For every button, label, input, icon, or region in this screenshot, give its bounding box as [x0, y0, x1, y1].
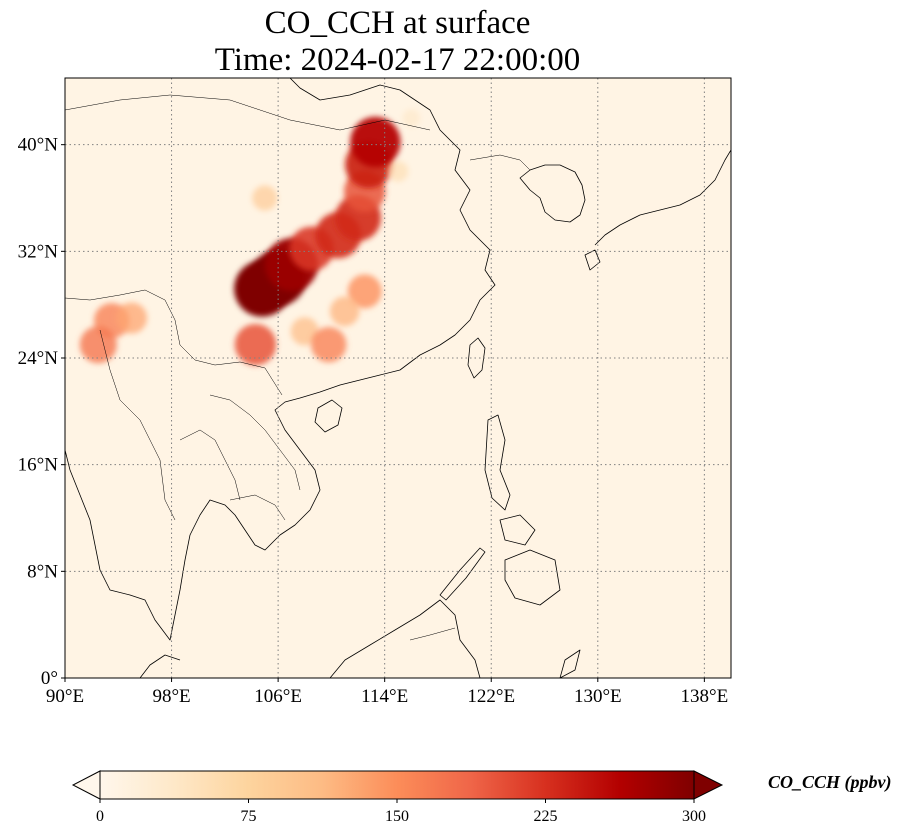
y-tick-label: 16°N — [18, 455, 59, 476]
coastline-luzon — [484, 414, 511, 511]
concentration-hotspot — [290, 317, 319, 346]
concentration-hotspot — [252, 185, 278, 211]
coastline-hainan — [314, 399, 343, 433]
coastline-taiwan — [467, 337, 486, 379]
concentration-hotspot — [311, 326, 347, 363]
border-cambodia — [229, 494, 286, 521]
border-china-mongolia — [65, 94, 431, 131]
x-tick-label: 138°E — [681, 686, 729, 707]
map-plot-area — [64, 77, 732, 679]
colorbar-ticks: 0 75 150 225 300 — [96, 799, 706, 825]
gridlines — [65, 78, 731, 678]
y-tick-label: 40°N — [18, 135, 59, 156]
concentration-hotspot — [116, 302, 148, 334]
border-laos-vietnam — [209, 394, 301, 491]
border-india-china — [65, 289, 283, 396]
concentration-hotspot — [329, 296, 360, 327]
x-tick-label: 90°E — [46, 686, 84, 707]
coastline-japan — [594, 149, 731, 246]
y-axis-ticks: 0° 8°N 16°N 24°N 32°N 40°N — [18, 135, 65, 689]
x-tick-label: 106°E — [254, 686, 302, 707]
colorbar-tick-label: 150 — [385, 808, 409, 825]
colorbar-tick-label: 75 — [241, 808, 257, 825]
x-tick-label: 122°E — [467, 686, 515, 707]
x-tick-label: 98°E — [152, 686, 190, 707]
coastline-borneo — [329, 599, 481, 678]
colorbar-label: CO_CCH (ppbv) — [768, 772, 892, 793]
border-thailand-laos — [179, 429, 241, 501]
concentration-hotspot — [387, 160, 409, 182]
border-china-korea — [469, 154, 531, 171]
coastline-korea — [519, 164, 586, 223]
map-title: CO_CCH at surface — [264, 5, 531, 41]
concentration-field — [79, 109, 421, 366]
y-tick-label: 0° — [41, 668, 58, 689]
map-subtitle: Time: 2024-02-17 22:00:00 — [214, 42, 581, 78]
colorbar-extend-max — [693, 770, 724, 800]
concentration-hotspot — [402, 109, 421, 127]
colorbar-tick-label: 0 — [96, 808, 104, 825]
coastline-mindanao — [504, 549, 561, 606]
x-axis-ticks: 90°E 98°E 106°E 114°E 122°E 130°E 138°E — [46, 678, 728, 707]
map-frame — [64, 77, 732, 679]
coastline-sulawesi — [559, 649, 581, 678]
coastline-sumatra — [139, 654, 181, 678]
country-borders — [65, 94, 531, 641]
colorbar: 0 75 150 225 300 CO_CCH (ppbv) — [71, 770, 892, 825]
coastline-visayas — [499, 514, 536, 546]
colorbar-extend-min — [71, 770, 101, 800]
coastlines — [65, 78, 731, 678]
x-tick-label: 114°E — [361, 686, 408, 707]
x-tick-label: 130°E — [574, 686, 622, 707]
concentration-hotspot — [79, 326, 117, 364]
y-tick-label: 8°N — [27, 561, 58, 582]
border-myanmar — [99, 329, 176, 521]
concentration-hotspot — [234, 323, 277, 366]
border-malaysia — [409, 627, 456, 641]
concentration-hotspot — [350, 116, 401, 168]
colorbar-tick-label: 300 — [682, 808, 706, 825]
coastline-palawan — [439, 547, 486, 601]
colorbar-body — [99, 770, 695, 800]
y-tick-label: 32°N — [18, 241, 59, 262]
y-tick-label: 24°N — [18, 348, 59, 369]
concentration-hotspot — [347, 274, 382, 309]
coastline-mainland — [65, 78, 496, 641]
colorbar-tick-label: 225 — [534, 808, 558, 825]
